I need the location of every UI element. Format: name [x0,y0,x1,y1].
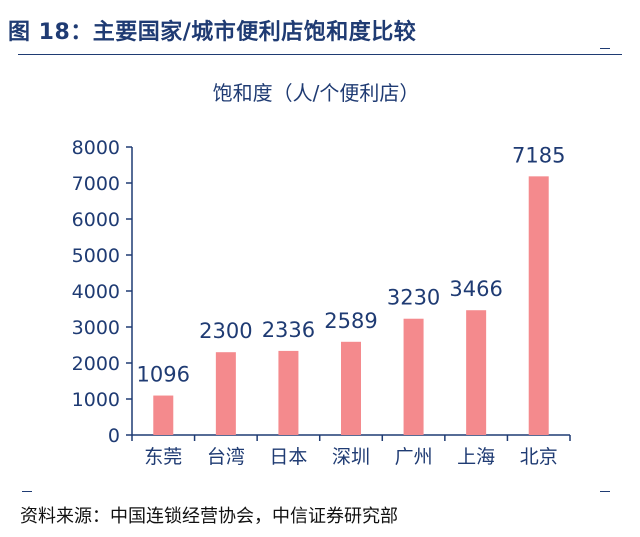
bar-6 [466,310,487,435]
data-label: 3230 [387,286,440,310]
bar-7 [528,176,549,435]
x-tick-label: 台湾 [207,446,245,468]
data-label: 3466 [449,277,502,301]
y-tick-label: 5000 [72,245,120,267]
y-tick-label: 8000 [72,137,120,159]
bar-2 [215,352,236,435]
data-label: 2589 [324,309,377,333]
data-label: 2300 [199,319,252,343]
y-tick-label: 1000 [72,389,120,411]
bar-chart: 饱和度（人/个便利店） 0 1000 2000 3000 4000 5000 6000 7000… [72,81,571,468]
y-tick-label: 4000 [72,281,120,303]
right-edge-mark-top [600,48,610,49]
title-divider [18,54,622,55]
y-tick-label: 2000 [72,353,120,375]
y-tick-label: 7000 [72,173,120,195]
bar-3 [278,350,299,435]
chart-title: 饱和度（人/个便利店） [213,81,420,105]
bar-5 [403,318,424,435]
x-tick-label: 东莞 [144,446,182,468]
x-tick-label: 日本 [269,446,307,468]
right-edge-mark-bottom [600,491,610,492]
left-edge-mark-bottom [22,491,32,492]
source-note: 资料来源：中国连锁经营协会，中信证券研究部 [20,506,398,527]
figure-title: 图 18：主要国家/城市便利店饱和度比较 [8,20,417,45]
x-tick-label: 深圳 [332,446,370,468]
data-label: 2336 [262,318,315,342]
bar-1 [153,395,174,435]
x-tick-label: 北京 [520,446,558,468]
x-tick-label: 广州 [395,446,433,468]
data-label: 7185 [512,143,565,167]
x-tick-label: 上海 [457,446,495,468]
y-tick-label: 3000 [72,317,120,339]
data-label: 1096 [137,363,190,387]
y-tick-label: 6000 [72,209,120,231]
bar-4 [341,341,361,435]
y-tick-label: 0 [108,425,120,447]
